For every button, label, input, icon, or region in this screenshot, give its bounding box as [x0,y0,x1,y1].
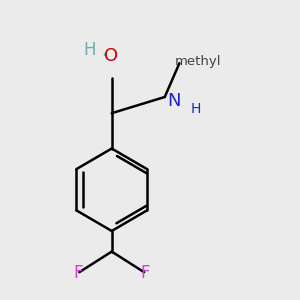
Text: F: F [73,264,83,282]
Text: O: O [104,47,118,65]
Text: F: F [141,264,150,282]
Text: H: H [190,102,201,116]
Text: N: N [167,92,181,110]
Text: H: H [83,41,96,59]
Text: •: • [101,50,108,60]
Text: methyl: methyl [175,55,221,68]
